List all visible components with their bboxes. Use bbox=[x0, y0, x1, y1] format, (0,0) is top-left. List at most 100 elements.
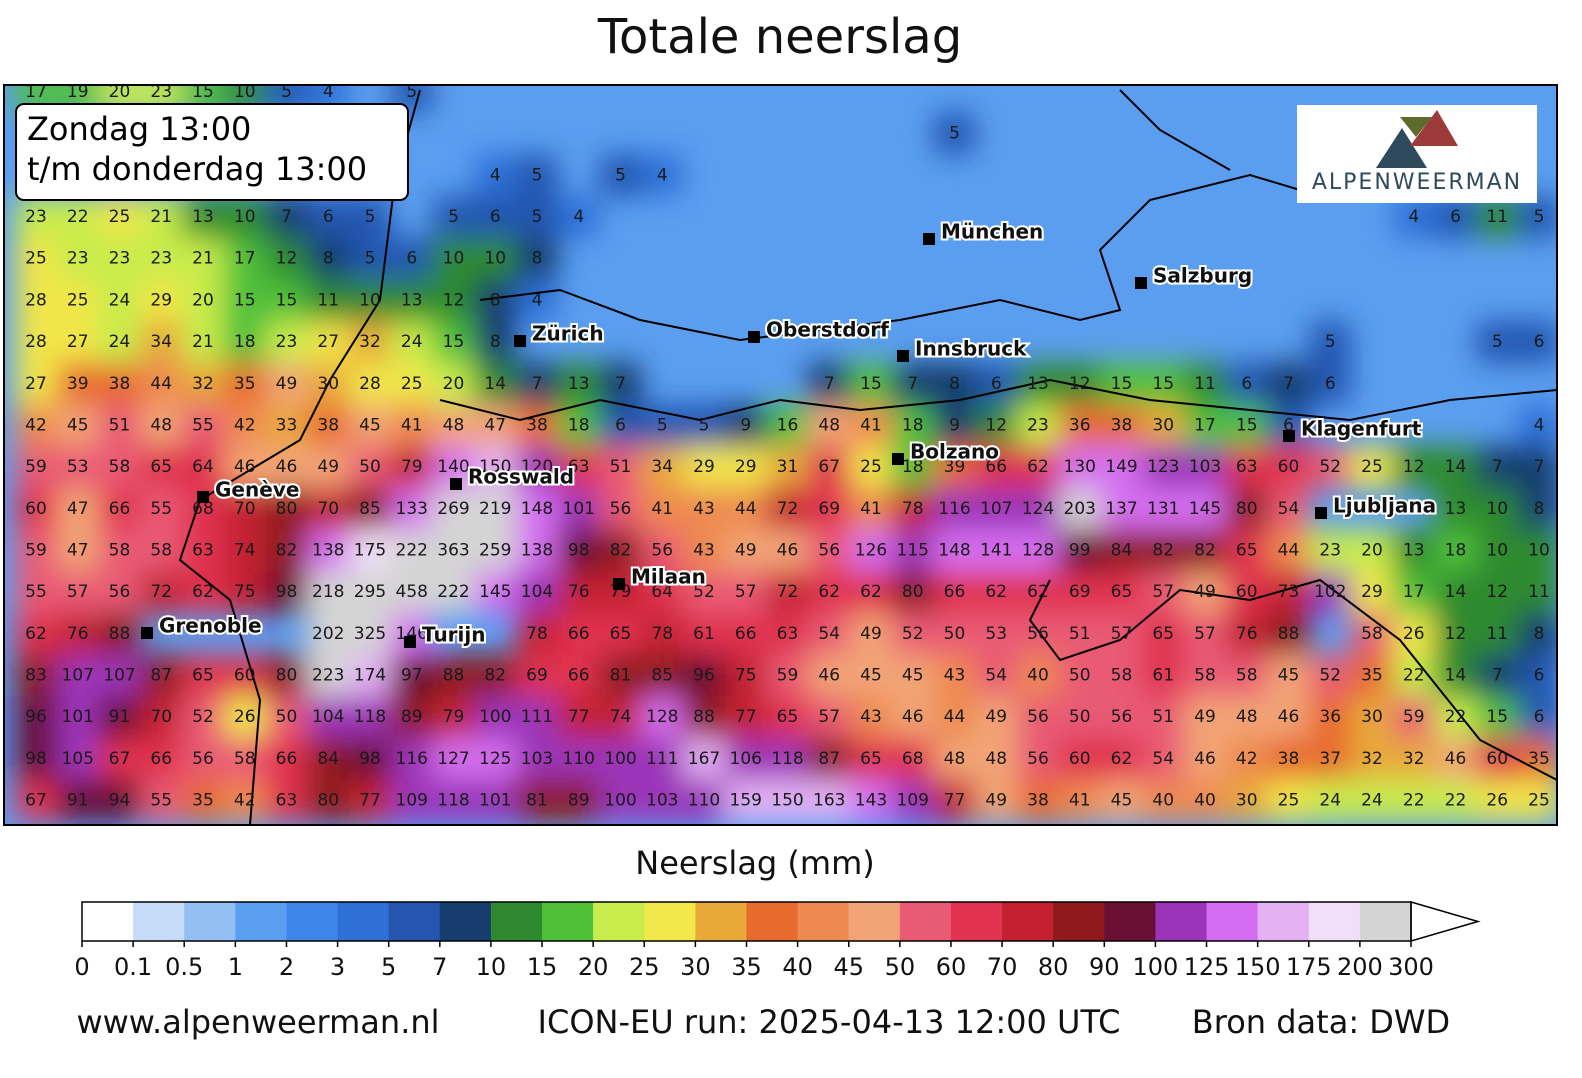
time-box-frame bbox=[15, 103, 409, 201]
grid-value: 25 bbox=[860, 457, 882, 477]
grid-value: 51 bbox=[1152, 707, 1174, 727]
grid-value: 115 bbox=[897, 540, 929, 560]
grid-value: 5 bbox=[1492, 332, 1503, 352]
precip-cell bbox=[98, 362, 141, 405]
city-label: Salzburg bbox=[1153, 264, 1252, 288]
border bbox=[479, 173, 1301, 342]
grid-value: 48 bbox=[1236, 707, 1258, 727]
grid-value: 6 bbox=[1450, 207, 1461, 227]
precip-cell bbox=[15, 529, 57, 572]
precip-cell bbox=[1058, 571, 1101, 614]
grid-value: 7 bbox=[615, 374, 626, 394]
grid-value: 219 bbox=[479, 499, 511, 519]
precip-cell bbox=[808, 446, 851, 489]
precip-cell bbox=[557, 446, 600, 489]
grid-value: 10 bbox=[234, 82, 256, 102]
grid-value: 57 bbox=[67, 582, 89, 602]
grid-value: 37 bbox=[1319, 749, 1341, 769]
precip-cell bbox=[1434, 737, 1477, 780]
precip-cell bbox=[1267, 654, 1310, 697]
precip-cell bbox=[307, 196, 350, 239]
precip-cell bbox=[1184, 362, 1226, 405]
precip-cell bbox=[432, 779, 475, 822]
precip-cell bbox=[474, 196, 517, 239]
precip-cell bbox=[474, 529, 517, 572]
precip-cell bbox=[349, 612, 391, 655]
precip-cell bbox=[1476, 612, 1519, 655]
precip-cell bbox=[599, 487, 642, 530]
colorbar-segment bbox=[286, 902, 339, 941]
precip-cell bbox=[891, 487, 934, 530]
city-label: Ljubljana bbox=[1333, 494, 1436, 518]
grid-value: 20 bbox=[1361, 540, 1383, 560]
grid-value: 109 bbox=[396, 791, 428, 811]
grid-value: 13 bbox=[192, 207, 214, 227]
grid-value: 35 bbox=[1528, 749, 1550, 769]
grid-value: 12 bbox=[1403, 457, 1425, 477]
grid-value: 56 bbox=[109, 582, 131, 602]
grid-value: 137 bbox=[1105, 499, 1137, 519]
precip-cell bbox=[432, 196, 475, 239]
grid-value: 48 bbox=[985, 749, 1007, 769]
grid-value: 8 bbox=[323, 249, 334, 269]
grid-value: 5 bbox=[1534, 207, 1545, 227]
precip-cell bbox=[1518, 196, 1557, 239]
time-from: Zondag 13:00 bbox=[27, 110, 251, 148]
grid-value: 6 bbox=[490, 207, 501, 227]
grid-value: 128 bbox=[1022, 540, 1054, 560]
precip-cell bbox=[390, 237, 433, 280]
grid-value: 58 bbox=[150, 540, 172, 560]
precip-cell bbox=[557, 654, 600, 697]
grid-value: 131 bbox=[1147, 499, 1179, 519]
precip-cell bbox=[975, 487, 1018, 530]
precip-cell bbox=[766, 571, 809, 614]
precip-cell bbox=[766, 529, 809, 572]
precip-cell bbox=[15, 487, 57, 530]
precip-cell bbox=[140, 779, 183, 822]
precip-cell bbox=[223, 404, 266, 447]
precip-cell bbox=[1434, 196, 1477, 239]
precip-cell bbox=[808, 737, 851, 780]
grid-value: 98 bbox=[276, 582, 298, 602]
colorbar-tick-label: 0 bbox=[74, 953, 89, 981]
grid-value: 269 bbox=[437, 499, 469, 519]
grid-value: 10 bbox=[443, 249, 465, 269]
precip-cell bbox=[1058, 737, 1101, 780]
grid-value: 22 bbox=[67, 207, 89, 227]
precip-cell bbox=[1100, 487, 1143, 530]
colorbar-tick-label: 7 bbox=[432, 953, 447, 981]
precip-cell bbox=[56, 487, 99, 530]
precip-cell bbox=[15, 696, 57, 739]
grid-value: 52 bbox=[902, 624, 924, 644]
grid-value: 116 bbox=[396, 749, 428, 769]
colorbar-tick-label: 300 bbox=[1388, 953, 1434, 981]
grid-value: 68 bbox=[902, 749, 924, 769]
grid-value: 63 bbox=[777, 624, 799, 644]
map-frame bbox=[3, 84, 1558, 826]
grid-value: 32 bbox=[1403, 749, 1425, 769]
grid-value: 41 bbox=[401, 415, 423, 435]
precip-cell bbox=[98, 321, 141, 364]
precip-cell bbox=[933, 112, 976, 155]
grid-value: 72 bbox=[777, 499, 799, 519]
grid-value: 4 bbox=[573, 207, 584, 227]
grid-value: 78 bbox=[902, 499, 924, 519]
grid-value: 46 bbox=[818, 666, 840, 686]
precip-cell bbox=[1142, 446, 1185, 489]
grid-value: 38 bbox=[109, 374, 131, 394]
precip-cell bbox=[182, 279, 224, 322]
precip-cell bbox=[15, 446, 57, 489]
precip-cell bbox=[975, 612, 1018, 655]
precip-cell bbox=[1058, 446, 1101, 489]
precip-cell bbox=[265, 237, 308, 280]
grid-value: 60 bbox=[25, 499, 47, 519]
grid-value: 65 bbox=[777, 707, 799, 727]
grid-value: 107 bbox=[103, 666, 135, 686]
precip-cell bbox=[933, 529, 976, 572]
grid-value: 48 bbox=[818, 415, 840, 435]
precip-cell bbox=[432, 237, 475, 280]
colorbar-tick-label: 3 bbox=[330, 953, 345, 981]
precip-cell bbox=[724, 654, 767, 697]
precip-cell bbox=[1392, 779, 1435, 822]
city-marker bbox=[404, 636, 416, 648]
